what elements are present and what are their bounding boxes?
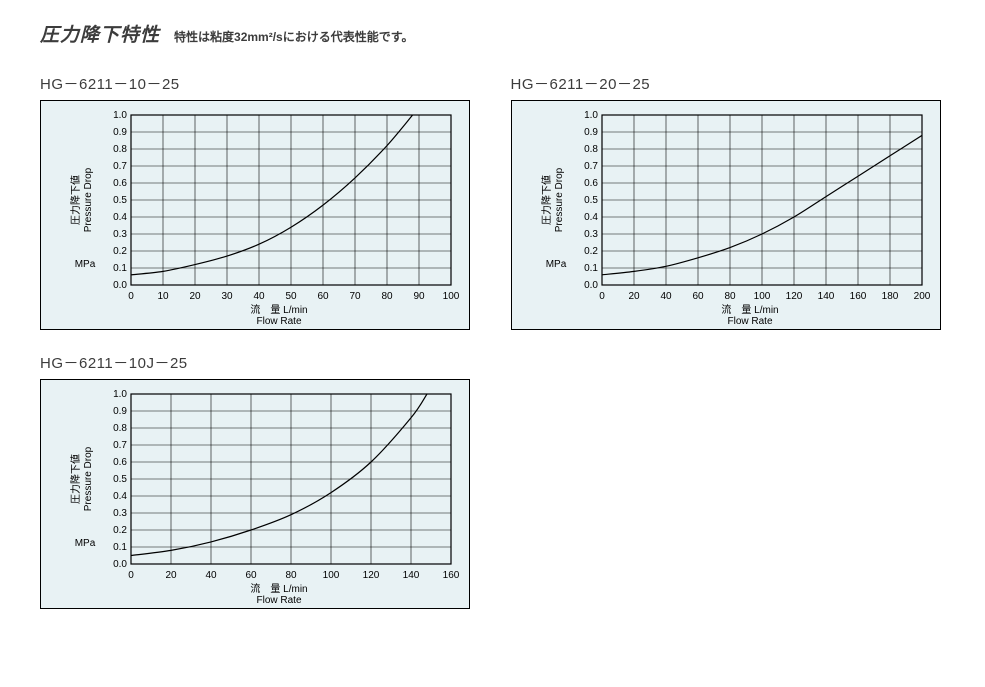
svg-text:60: 60	[245, 570, 257, 581]
svg-text:120: 120	[785, 291, 802, 302]
chart-svg: 0.0 0.1 0.2 0.3 0.4 0.5 0.6 0.7 0.8 0.9 1.0 0 20 40 60…	[41, 380, 469, 608]
chart-block-1: HG－6211－20－25 0.00.10.20.30.40.50.60.70.…	[511, 73, 946, 330]
svg-text:0: 0	[128, 570, 134, 581]
svg-text:0: 0	[128, 291, 134, 302]
svg-text:流 量 L/min: 流 量 L/min	[721, 303, 778, 316]
svg-text:80: 80	[724, 291, 736, 302]
svg-text:90: 90	[413, 291, 425, 302]
svg-text:Flow Rate: Flow Rate	[727, 316, 772, 327]
svg-text:0.6: 0.6	[113, 457, 127, 468]
svg-text:0.0: 0.0	[113, 559, 127, 570]
svg-text:0.8: 0.8	[113, 423, 127, 434]
svg-text:流 量 L/min: 流 量 L/min	[250, 582, 307, 595]
svg-text:10: 10	[157, 291, 169, 302]
svg-text:140: 140	[403, 570, 420, 581]
svg-text:100: 100	[323, 570, 340, 581]
svg-text:0.5: 0.5	[584, 195, 598, 206]
chart-label-1: HG－6211－20－25	[511, 73, 946, 94]
svg-text:Flow Rate: Flow Rate	[256, 595, 301, 606]
chart-block-2: HG－6211－10J－25 0.00.10.20.30.40.50.60.70…	[40, 352, 475, 609]
svg-text:20: 20	[189, 291, 201, 302]
svg-text:Pressure Drop: Pressure Drop	[554, 167, 565, 232]
svg-text:0.9: 0.9	[584, 127, 598, 138]
chart-label-2: HG－6211－10J－25	[40, 352, 475, 373]
svg-text:40: 40	[660, 291, 672, 302]
svg-text:180: 180	[881, 291, 898, 302]
svg-text:100: 100	[753, 291, 770, 302]
svg-text:0.0: 0.0	[113, 280, 127, 291]
svg-text:1.0: 1.0	[584, 110, 598, 121]
svg-text:0.3: 0.3	[113, 508, 127, 519]
svg-text:0.1: 0.1	[113, 542, 127, 553]
svg-text:0.6: 0.6	[584, 178, 598, 189]
svg-text:1.0: 1.0	[113, 110, 127, 121]
svg-text:60: 60	[692, 291, 704, 302]
svg-text:流 量 L/min: 流 量 L/min	[250, 303, 307, 316]
svg-text:Pressure Drop: Pressure Drop	[83, 446, 94, 511]
title-row: 圧力降下特性 特性は粘度32mm²/sにおける代表性能です。	[40, 20, 945, 47]
svg-text:70: 70	[349, 291, 361, 302]
chart-panel-0: 0.0 0.1 0.2 0.3 0.4 0.5 0.6 0.7 0.8 0.9 1.0 0 10 20 30…	[40, 100, 470, 330]
svg-text:0.7: 0.7	[113, 161, 127, 172]
svg-text:30: 30	[221, 291, 233, 302]
svg-text:0.4: 0.4	[113, 212, 127, 223]
svg-text:20: 20	[628, 291, 640, 302]
svg-text:0.5: 0.5	[113, 195, 127, 206]
svg-text:200: 200	[913, 291, 930, 302]
chart-label-0: HG－6211－10－25	[40, 73, 475, 94]
page-root: 圧力降下特性 特性は粘度32mm²/sにおける代表性能です。 HG－6211－1…	[0, 0, 985, 687]
chart-panel-1: 0.0 0.1 0.2 0.3 0.4 0.5 0.6 0.7 0.8 0.9 1.0 0 20 40 60…	[511, 100, 941, 330]
svg-text:1.0: 1.0	[113, 389, 127, 400]
svg-text:0.1: 0.1	[113, 263, 127, 274]
svg-text:0.3: 0.3	[584, 229, 598, 240]
svg-text:0.1: 0.1	[584, 263, 598, 274]
svg-text:Pressure Drop: Pressure Drop	[83, 167, 94, 232]
svg-text:圧力降下値: 圧力降下値	[540, 175, 553, 225]
svg-text:0.9: 0.9	[113, 127, 127, 138]
svg-text:80: 80	[285, 570, 297, 581]
chart-svg: 0.0 0.1 0.2 0.3 0.4 0.5 0.6 0.7 0.8 0.9 1.0 0 20 40 60…	[512, 101, 940, 329]
svg-text:Flow Rate: Flow Rate	[256, 316, 301, 327]
svg-text:0.6: 0.6	[113, 178, 127, 189]
svg-text:MPa: MPa	[75, 538, 96, 549]
svg-text:0.2: 0.2	[113, 246, 127, 257]
svg-text:0.2: 0.2	[584, 246, 598, 257]
svg-text:160: 160	[443, 570, 460, 581]
chart-panel-2: 0.0 0.1 0.2 0.3 0.4 0.5 0.6 0.7 0.8 0.9 1.0 0 20 40 60…	[40, 379, 470, 609]
charts-grid: HG－6211－10－25 0.00.10.20.30.40.50.60.70.…	[40, 73, 945, 609]
svg-text:0.5: 0.5	[113, 474, 127, 485]
svg-text:120: 120	[363, 570, 380, 581]
svg-text:50: 50	[285, 291, 297, 302]
svg-text:140: 140	[817, 291, 834, 302]
svg-text:圧力降下値: 圧力降下値	[69, 175, 82, 225]
svg-text:40: 40	[205, 570, 217, 581]
svg-text:0.9: 0.9	[113, 406, 127, 417]
svg-text:0: 0	[599, 291, 605, 302]
svg-text:160: 160	[849, 291, 866, 302]
svg-text:0.7: 0.7	[113, 440, 127, 451]
svg-text:0.0: 0.0	[584, 280, 598, 291]
main-title: 圧力降下特性	[40, 20, 160, 47]
svg-text:80: 80	[381, 291, 393, 302]
subtitle: 特性は粘度32mm²/sにおける代表性能です。	[174, 28, 414, 45]
svg-text:100: 100	[443, 291, 460, 302]
svg-text:0.7: 0.7	[584, 161, 598, 172]
chart-svg: 0.0 0.1 0.2 0.3 0.4 0.5 0.6 0.7 0.8 0.9 1.0 0 10 20 30…	[41, 101, 469, 329]
svg-text:20: 20	[165, 570, 177, 581]
svg-text:MPa: MPa	[75, 259, 96, 270]
svg-text:40: 40	[253, 291, 265, 302]
svg-text:0.4: 0.4	[584, 212, 598, 223]
svg-text:0.4: 0.4	[113, 491, 127, 502]
svg-text:60: 60	[317, 291, 329, 302]
chart-block-0: HG－6211－10－25 0.00.10.20.30.40.50.60.70.…	[40, 73, 475, 330]
svg-text:0.8: 0.8	[584, 144, 598, 155]
svg-text:0.8: 0.8	[113, 144, 127, 155]
svg-text:圧力降下値: 圧力降下値	[69, 454, 82, 504]
svg-text:0.3: 0.3	[113, 229, 127, 240]
svg-text:0.2: 0.2	[113, 525, 127, 536]
svg-text:MPa: MPa	[545, 259, 566, 270]
